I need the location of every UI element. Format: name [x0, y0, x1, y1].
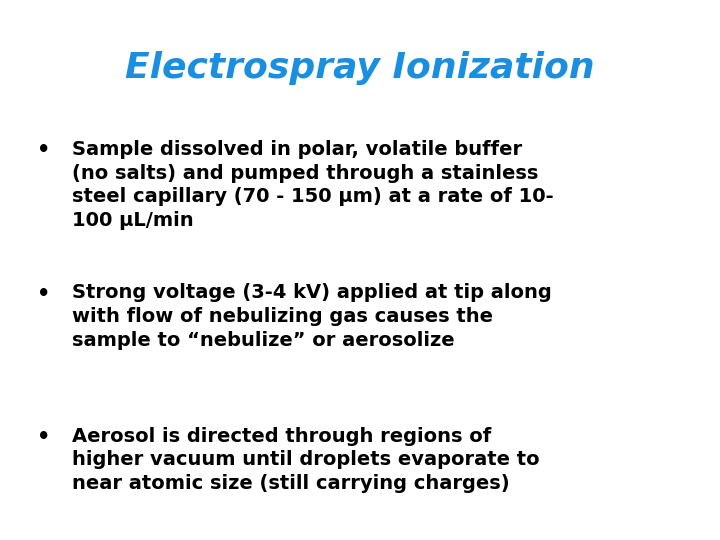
Text: Sample dissolved in polar, volatile buffer
(no salts) and pumped through a stain: Sample dissolved in polar, volatile buff…: [72, 140, 554, 230]
Text: Electrospray Ionization: Electrospray Ionization: [125, 51, 595, 85]
Text: •: •: [37, 427, 50, 447]
Text: •: •: [37, 284, 50, 303]
Text: Aerosol is directed through regions of
higher vacuum until droplets evaporate to: Aerosol is directed through regions of h…: [72, 427, 539, 492]
Text: Strong voltage (3-4 kV) applied at tip along
with flow of nebulizing gas causes : Strong voltage (3-4 kV) applied at tip a…: [72, 284, 552, 349]
Text: •: •: [37, 140, 50, 160]
